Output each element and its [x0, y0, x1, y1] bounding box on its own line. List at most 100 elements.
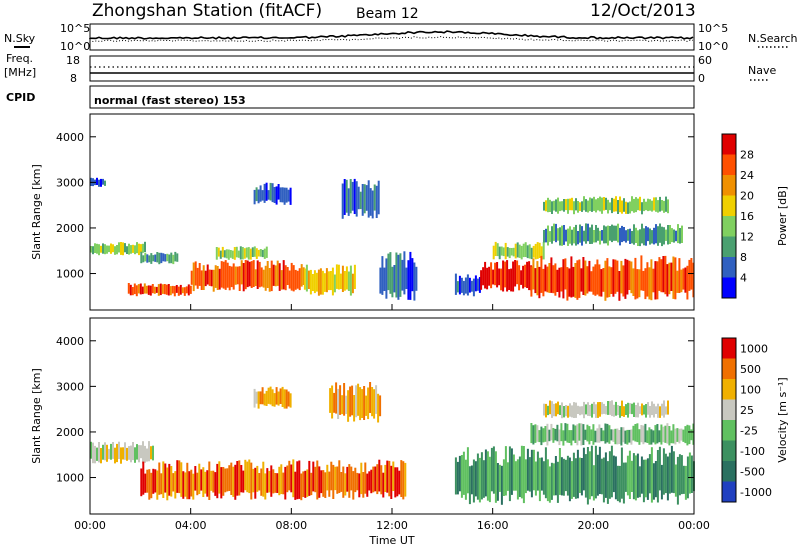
- cell: [104, 180, 106, 186]
- cell: [178, 460, 181, 494]
- cell: [399, 253, 402, 297]
- cell: [376, 464, 379, 495]
- cell: [494, 241, 497, 256]
- cell: [506, 247, 509, 257]
- cell: [200, 469, 203, 491]
- cell: [682, 268, 685, 290]
- cell: [345, 395, 348, 414]
- cell: [375, 385, 378, 414]
- cell: [144, 241, 146, 253]
- cell: [567, 228, 569, 246]
- cell: [294, 471, 297, 500]
- cell: [622, 427, 625, 443]
- cell: [377, 393, 380, 423]
- cell: [547, 405, 549, 416]
- cell: [559, 227, 561, 246]
- cell: [573, 402, 575, 418]
- cell: [662, 448, 665, 495]
- cell: [635, 405, 637, 418]
- cell: [672, 256, 675, 299]
- cell: [157, 284, 160, 296]
- cell: [496, 463, 499, 501]
- cell: [285, 187, 288, 203]
- cell: [405, 267, 408, 289]
- cell: [612, 429, 615, 442]
- cell: [610, 429, 613, 441]
- cell: [627, 402, 629, 418]
- cell: [454, 457, 457, 495]
- cell: [686, 456, 689, 499]
- cell: [98, 179, 100, 187]
- cell: [669, 225, 671, 244]
- cell: [500, 465, 503, 505]
- cell: [192, 262, 195, 292]
- cell: [543, 201, 545, 211]
- cell: [563, 406, 565, 418]
- cell: [265, 390, 268, 406]
- cell: [492, 245, 495, 260]
- cell: [154, 469, 157, 493]
- cell: [286, 267, 289, 285]
- cell: [367, 180, 370, 218]
- cell: [549, 400, 551, 415]
- cell: [273, 187, 276, 203]
- cell: [518, 244, 521, 258]
- region-6: [253, 182, 292, 205]
- cell: [341, 265, 344, 292]
- cell: [611, 197, 613, 214]
- cell: [232, 263, 235, 290]
- cell: [562, 458, 565, 496]
- cell: [518, 265, 521, 291]
- cell: [181, 287, 184, 294]
- cell: [241, 247, 244, 260]
- cell: [569, 226, 571, 244]
- cell: [518, 456, 521, 497]
- cell: [620, 260, 623, 294]
- cell: [156, 252, 159, 263]
- cell: [222, 261, 225, 289]
- cell: [538, 266, 541, 299]
- cell: [577, 201, 579, 213]
- cell: [659, 196, 661, 212]
- cell: [100, 448, 102, 464]
- cell: [369, 382, 372, 413]
- cell: [578, 457, 581, 493]
- cell: [654, 461, 657, 498]
- cell: [588, 260, 591, 292]
- cell: [339, 385, 342, 415]
- cell: [278, 263, 281, 291]
- cell: [540, 246, 543, 260]
- cell: [149, 285, 152, 296]
- cell: [270, 465, 273, 497]
- cell: [604, 423, 607, 444]
- cell: [502, 247, 505, 257]
- cell: [322, 470, 325, 497]
- cell: [313, 270, 316, 294]
- cell: [212, 470, 215, 493]
- cell: [218, 461, 221, 494]
- cell: [155, 286, 158, 293]
- cell: [591, 403, 593, 418]
- cell: [547, 197, 549, 213]
- cell: [649, 406, 651, 418]
- cell: [655, 406, 657, 414]
- region-0: [90, 241, 146, 256]
- cell: [158, 252, 161, 265]
- cell: [152, 255, 155, 262]
- cell: [612, 455, 615, 493]
- cell: [98, 244, 100, 256]
- cell: [330, 461, 333, 491]
- cell: [644, 423, 647, 443]
- cell: [268, 268, 271, 292]
- cell: [148, 255, 151, 263]
- nsearch-min: 10^0: [698, 40, 728, 53]
- cell: [637, 230, 639, 246]
- cell: [274, 265, 277, 287]
- cell: [584, 260, 587, 296]
- cell: [373, 184, 376, 211]
- cell: [260, 468, 263, 496]
- cell: [666, 456, 669, 501]
- cell: [168, 254, 171, 264]
- cell: [591, 224, 593, 244]
- cell: [634, 455, 637, 501]
